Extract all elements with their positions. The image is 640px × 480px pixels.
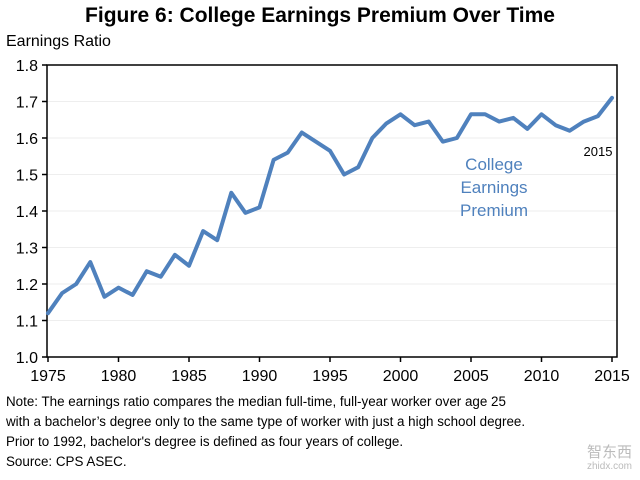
y-tick-label: 1.3 bbox=[16, 241, 38, 258]
x-tick-label: 1985 bbox=[171, 368, 207, 385]
y-tick-label: 1.1 bbox=[16, 314, 38, 331]
x-tick-label: 2005 bbox=[453, 368, 489, 385]
note-line: Source: CPS ASEC. bbox=[6, 454, 127, 469]
series-label: Earnings bbox=[460, 178, 527, 197]
y-tick-label: 1.4 bbox=[16, 204, 38, 221]
y-axis-label: Earnings Ratio bbox=[6, 33, 111, 50]
x-tick-label: 1990 bbox=[242, 368, 278, 385]
watermark-logo: 智东西 zhidx.com bbox=[586, 444, 632, 474]
x-tick-label: 1980 bbox=[101, 368, 137, 385]
chart-note: Note: The earnings ratio compares the me… bbox=[6, 392, 525, 472]
end-year-label: 2015 bbox=[584, 144, 613, 159]
y-tick-label: 1.8 bbox=[16, 58, 38, 75]
y-tick-label: 1.6 bbox=[16, 131, 38, 148]
note-line: with a bachelor’s degree only to the sam… bbox=[6, 414, 526, 429]
x-tick-label: 1975 bbox=[30, 368, 66, 385]
x-tick-label: 1995 bbox=[312, 368, 348, 385]
chart-title: Figure 6: College Earnings Premium Over … bbox=[85, 4, 555, 27]
y-tick-label: 1.0 bbox=[16, 350, 38, 367]
y-tick-label: 1.2 bbox=[16, 277, 38, 294]
note-line: Note: The earnings ratio compares the me… bbox=[6, 394, 506, 409]
watermark-text: 智东西 bbox=[586, 444, 632, 461]
x-tick-label: 2000 bbox=[383, 368, 419, 385]
plot-frame bbox=[46, 64, 618, 358]
y-tick-label: 1.5 bbox=[16, 168, 38, 185]
x-tick-label: 2010 bbox=[524, 368, 560, 385]
series-line bbox=[46, 95, 614, 316]
series-label: College bbox=[465, 155, 523, 174]
watermark-sub: zhidx.com bbox=[586, 461, 632, 472]
note-line: Prior to 1992, bachelor's degree is defi… bbox=[6, 434, 404, 449]
series-label: Premium bbox=[460, 201, 528, 220]
x-tick-label: 2015 bbox=[594, 368, 630, 385]
y-tick-label: 1.7 bbox=[16, 95, 38, 112]
